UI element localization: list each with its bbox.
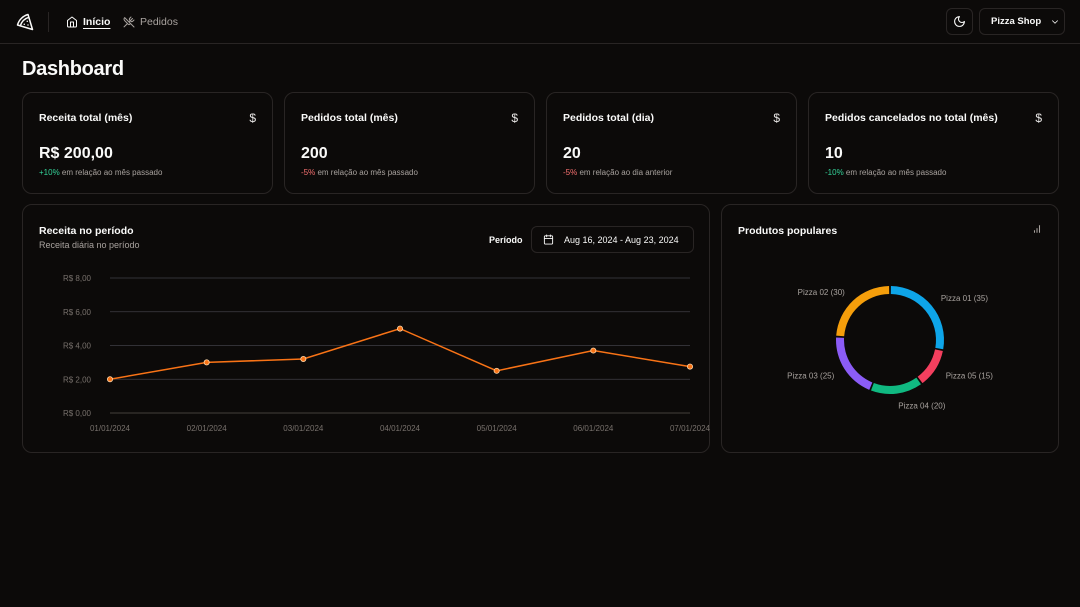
revenue-chart-card: Receita no período Receita diária no per… — [22, 204, 711, 453]
data-point — [300, 355, 307, 362]
y-tick-label: R$ 2,00 — [63, 375, 92, 384]
dollar-icon: $ — [1035, 111, 1042, 125]
stat-description: -10% em relação ao mês passado — [825, 168, 946, 177]
stat-delta-text: em relação ao mês passado — [59, 168, 163, 177]
stat-delta: -5% — [301, 168, 316, 177]
stat-delta-text: em relação ao mês passado — [315, 168, 418, 177]
stat-description: +10% em relação ao mês passado — [39, 168, 162, 177]
stat-card-daily-orders: Pedidos total (dia) $ 20 -5% em relação … — [546, 92, 797, 194]
utensils-crossed-icon — [123, 16, 135, 28]
x-tick-label: 03/01/2024 — [283, 424, 324, 433]
popular-products-donut-chart: Pizza 01 (35) Pizza 05 (15) Pizza 04 (20) P… — [787, 286, 993, 410]
stat-card-monthly-revenue: Receita total (mês) $ R$ 200,00 +10% em … — [22, 92, 273, 194]
stat-card-cancelled-orders: Pedidos cancelados no total (mês) $ 10 -… — [808, 92, 1059, 194]
slice-label: Pizza 05 (15) — [946, 371, 993, 380]
donut-slice — [836, 286, 890, 337]
x-tick-label: 04/01/2024 — [380, 424, 421, 433]
popular-title: Produtos populares — [738, 225, 838, 237]
date-range-value: Aug 16, 2024 - Aug 23, 2024 — [564, 234, 679, 245]
stat-delta-text: em relação ao mês passado — [843, 168, 947, 177]
slice-label: Pizza 02 (30) — [798, 288, 845, 297]
period-label: Período — [489, 235, 523, 245]
revenue-series-line — [109, 327, 691, 380]
revenue-subtitle: Receita diária no período — [39, 240, 140, 250]
theme-toggle-button[interactable] — [946, 8, 973, 35]
data-point — [396, 325, 403, 332]
y-tick-label: R$ 0,00 — [63, 409, 92, 418]
header-divider — [48, 12, 49, 32]
nav-label-pedidos: Pedidos — [140, 16, 178, 28]
donut-slice — [917, 349, 943, 384]
stat-delta: -10% — [825, 168, 844, 177]
slice-label: Pizza 01 (35) — [941, 294, 988, 303]
x-tick-label: 02/01/2024 — [187, 424, 228, 433]
slice-label: Pizza 03 (25) — [787, 371, 834, 380]
stat-value: 10 — [825, 145, 843, 162]
stat-description: -5% em relação ao dia anterior — [563, 168, 672, 177]
stat-value: R$ 200,00 — [39, 145, 113, 162]
revenue-line-chart: R$ 0,00 R$ 2,00 R$ 4,00 R$ 6,00 R$ 8,00 01/01… — [63, 274, 711, 433]
x-tick-label: 06/01/2024 — [573, 424, 614, 433]
stat-delta-text: em relação ao dia anterior — [577, 168, 673, 177]
data-point — [687, 363, 694, 370]
stat-title: Receita total (mês) — [39, 112, 133, 124]
data-point — [590, 347, 597, 354]
dollar-icon: $ — [773, 111, 780, 125]
x-tick-label: 05/01/2024 — [477, 424, 518, 433]
bar-chart-icon — [1033, 225, 1041, 233]
stat-title: Pedidos total (mês) — [301, 112, 398, 124]
donut-slice — [890, 286, 944, 350]
moon-icon — [954, 16, 965, 27]
stat-title: Pedidos cancelados no total (mês) — [825, 112, 998, 124]
donut-slice — [836, 337, 873, 390]
slice-label: Pizza 04 (20) — [898, 401, 945, 410]
dollar-icon: $ — [511, 111, 518, 125]
store-menu-button[interactable]: Pizza Shop — [979, 8, 1065, 35]
home-icon — [67, 16, 77, 28]
y-tick-label: R$ 6,00 — [63, 308, 92, 317]
revenue-title: Receita no período — [39, 225, 134, 237]
stat-delta: -5% — [563, 168, 578, 177]
stat-description: -5% em relação ao mês passado — [301, 168, 418, 177]
stat-value: 20 — [563, 145, 581, 162]
data-point — [203, 359, 210, 366]
chevron-down-icon — [1052, 19, 1059, 24]
stat-card-monthly-orders: Pedidos total (mês) $ 200 -5% em relação… — [284, 92, 535, 194]
stat-value: 200 — [301, 145, 328, 162]
nav-item-pedidos[interactable]: Pedidos — [123, 14, 178, 30]
x-tick-label: 01/01/2024 — [90, 424, 131, 433]
store-name: Pizza Shop — [991, 16, 1042, 27]
y-tick-label: R$ 4,00 — [63, 342, 92, 351]
y-tick-label: R$ 8,00 — [63, 274, 92, 283]
nav-label-inicio: Início — [83, 16, 111, 28]
pizza-logo-icon[interactable] — [16, 13, 34, 31]
popular-products-card: Produtos populares Pizza 01 (35) Pizza 05… — [721, 204, 1059, 453]
x-tick-label: 07/01/2024 — [670, 424, 711, 433]
nav-item-inicio[interactable]: Início — [66, 14, 110, 30]
data-point — [493, 367, 500, 374]
data-point — [107, 376, 114, 383]
stat-title: Pedidos total (dia) — [563, 112, 655, 124]
page-title: Dashboard — [22, 58, 124, 80]
stat-delta: +10% — [39, 168, 60, 177]
date-range-picker[interactable]: Aug 16, 2024 - Aug 23, 2024 — [531, 226, 694, 253]
top-header: Início Pedidos Pizza Shop — [0, 0, 1080, 44]
donut-slice — [871, 377, 921, 394]
dollar-icon: $ — [249, 111, 256, 125]
calendar-icon — [543, 234, 554, 245]
